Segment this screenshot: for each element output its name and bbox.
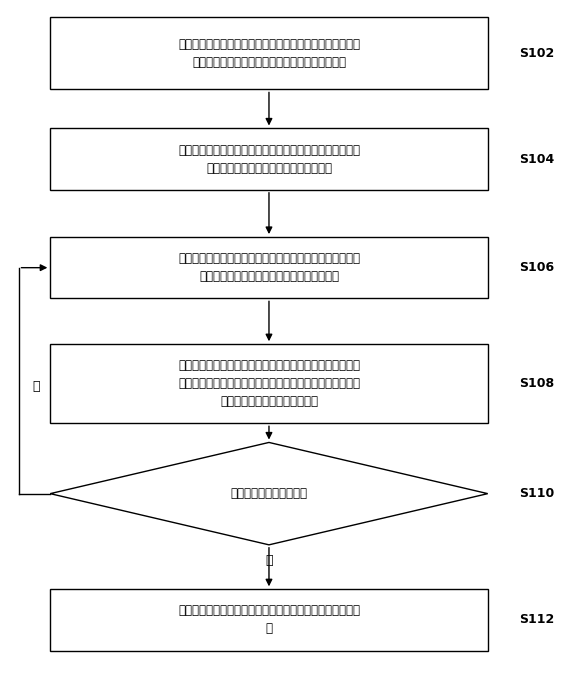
Text: 依据开关组与独立二极管在所有时步的状态进行电磁暂态仿
真: 依据开关组与独立二极管在所有时步的状态进行电磁暂态仿 真 bbox=[178, 605, 360, 636]
Text: S112: S112 bbox=[519, 614, 555, 627]
Text: 否: 否 bbox=[32, 380, 40, 393]
Text: 判断是否达到预设定时步: 判断是否达到预设定时步 bbox=[231, 487, 307, 500]
Text: 对变流器中的器件进行诺频等效，其中，变流器中包括开关
组与独立二极管，开关组包括开关管与组合二极管: 对变流器中的器件进行诺频等效，其中，变流器中包括开关 组与独立二极管，开关组包括… bbox=[178, 38, 360, 69]
Bar bbox=[50, 17, 488, 89]
Text: S108: S108 bbox=[519, 377, 555, 390]
Text: 是: 是 bbox=[265, 554, 273, 567]
Text: S110: S110 bbox=[519, 487, 555, 500]
Text: 依据上一时步中的状态、驱动信号、端电压以及支路电流确
定开关组与独立二极管在当前时步的初始状态: 依据上一时步中的状态、驱动信号、端电压以及支路电流确 定开关组与独立二极管在当前… bbox=[178, 252, 360, 283]
Text: 获取等效后的开关组与独立二极管在上一时步中的状态、驱
动信号、端电压、支路电流以及桥臂电流: 获取等效后的开关组与独立二极管在上一时步中的状态、驱 动信号、端电压、支路电流以… bbox=[178, 144, 360, 175]
Bar bbox=[50, 345, 488, 423]
Bar bbox=[50, 129, 488, 190]
Text: S102: S102 bbox=[519, 47, 555, 60]
Text: S106: S106 bbox=[519, 261, 555, 274]
Polygon shape bbox=[50, 442, 488, 545]
Text: 依据上一时步中的状态、初始状态以及桥臂电流对开关组与
独立二极管的状态进行更新，并将更新后的状态作为开关组
与独立二极管在当前时步的状态: 依据上一时步中的状态、初始状态以及桥臂电流对开关组与 独立二极管的状态进行更新，… bbox=[178, 359, 360, 408]
Text: S104: S104 bbox=[519, 153, 555, 166]
Bar bbox=[50, 589, 488, 651]
Bar bbox=[50, 237, 488, 299]
